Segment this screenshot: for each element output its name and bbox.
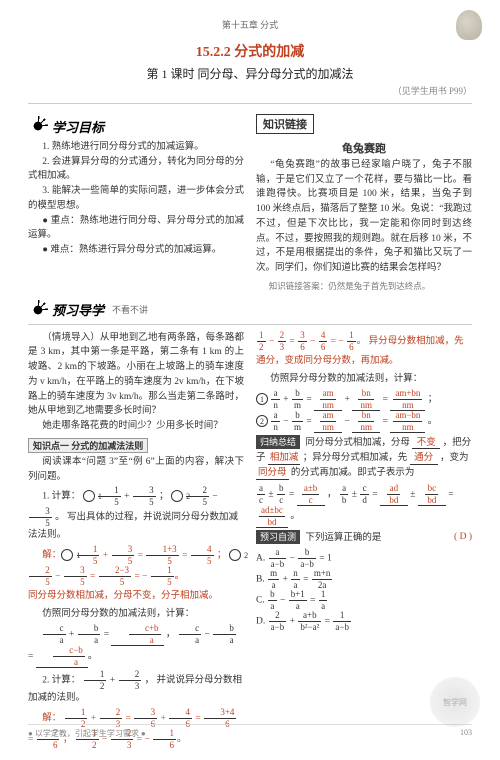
opt-d: D. 2a−b + a+bb²−a² = 1a−b <box>256 611 472 632</box>
goal-1: 1. 熟练地进行同分母分式的加减运算。 <box>28 140 244 155</box>
summary-badge: 归纳总结 <box>256 435 300 449</box>
mimic1-eq: ca + ba = c+ba ， ca − ba = c−ba。 <box>28 624 244 668</box>
burst-icon <box>28 300 48 320</box>
q1: 1. 计算： 1 15 + 35 ； 2 25 − 35 。 写出具体的过程，并… <box>28 486 244 543</box>
q2: 2. 计算： 12 + 23 ， 并说说异分母分数相加减的法则。 <box>28 670 244 706</box>
summary-formula: ac ± bc = a±bc ， ab ± cd = adbd ± bcbd =… <box>256 484 472 528</box>
q1-rule: 同分母分数相加减，分母不变，分子相加减。 <box>28 589 244 604</box>
summary: 归纳总结 同分母分式相加减，分母 不变 ，把分子 相加减 ；异分母分式相加减，先… <box>256 435 472 482</box>
mimic2-eq2: 2 an − bm = amnm − bnnm = am−bnnm 。 <box>256 411 472 433</box>
footer-text: ● 以学定教，引起学生学习需求 ● <box>28 728 146 739</box>
mimic2-eq1: 1 an + bm = amnm + bnnm = am+bnnm ； <box>256 389 472 411</box>
goal-3: 3. 能解决一些简单的实际问题，进一步体会分式的模型思想。 <box>28 184 244 213</box>
q1-sol: 解：1 15 + 35 = 1+35 = 45 ； 2 25 − 35 = 2−… <box>28 545 244 587</box>
page-reference: （见学生用书 P99） <box>28 84 472 97</box>
knowledge-link-label: 知识链接 <box>256 114 314 134</box>
mimic2: 仿照异分母分数的加减法则，计算： <box>256 372 472 387</box>
mimic1: 仿照同分母分数的加减法则，计算： <box>28 607 244 622</box>
opt-c: C. ba − b+1a = 1a <box>256 590 472 611</box>
story-body: “龟兔赛跑”的故事已经家喻户晓了，兔子不服输，于是它们又立了一个花样，要与猫比一… <box>256 158 472 276</box>
title-main: 15.2.2 分式的加减 <box>28 41 472 61</box>
divider <box>28 103 472 104</box>
title-sub: 第 1 课时 同分母、异分母分式的加减法 <box>28 65 472 82</box>
footer: ● 以学定教，引起学生学习需求 ● 103 <box>28 724 472 739</box>
goal-2: 2. 会进算异分母的分式通分，转化为同分母的分式相加减。 <box>28 155 244 184</box>
section-goal: 学习目标 <box>28 116 244 136</box>
section-preview: 预习导学 不看不讲 <box>28 300 472 320</box>
preview-label: 预习导学 <box>52 300 104 319</box>
story-note: 知识链接答案：仍然是兔子首先到达终点。 <box>256 280 472 292</box>
preview-intro: （情境导入）从甲地到乙地有两条路，每条路都是 3 km，其中第一条是平路，第二条… <box>28 331 244 419</box>
goal-4: ● 重点：熟练地进行同分母、异分母分式的加减运算。 <box>28 214 244 243</box>
preview-qmore: 她走哪条路花费的时间少？少用多长时间？ <box>28 419 244 434</box>
opt-a: A. aa−b − ba−b = 1 <box>256 548 472 569</box>
chapter-header: 第十五章 分式 <box>28 18 472 31</box>
kp1-read: 阅读课本“问题 3”至“例 6”上面的内容，解决下列问题。 <box>28 455 244 484</box>
watermark-icon: 智学网 <box>430 677 480 727</box>
page-number: 103 <box>460 728 472 739</box>
kp1: 知识点一 分式的加减法法则 <box>28 438 244 453</box>
mascot-icon <box>456 10 482 40</box>
goal-5: ● 难点：熟练进行异分母分式的加减运算。 <box>28 243 244 258</box>
preview-small: 不看不讲 <box>112 303 148 316</box>
divider <box>28 324 472 325</box>
test: 预习自测 下列运算正确的是 ( D ) <box>256 530 472 546</box>
kp-badge: 知识点一 分式的加减法法则 <box>28 438 148 453</box>
goal-label: 学习目标 <box>52 117 104 136</box>
r-top: 12 − 23 = 36 − 46 = − 16。 异分母分数相加减，先通分，变… <box>256 331 472 370</box>
test-badge: 预习自测 <box>256 530 300 544</box>
burst-icon <box>28 116 48 136</box>
opt-b: B. ma + na = m+n2a <box>256 569 472 590</box>
story-title: 龟兔赛跑 <box>256 140 472 156</box>
